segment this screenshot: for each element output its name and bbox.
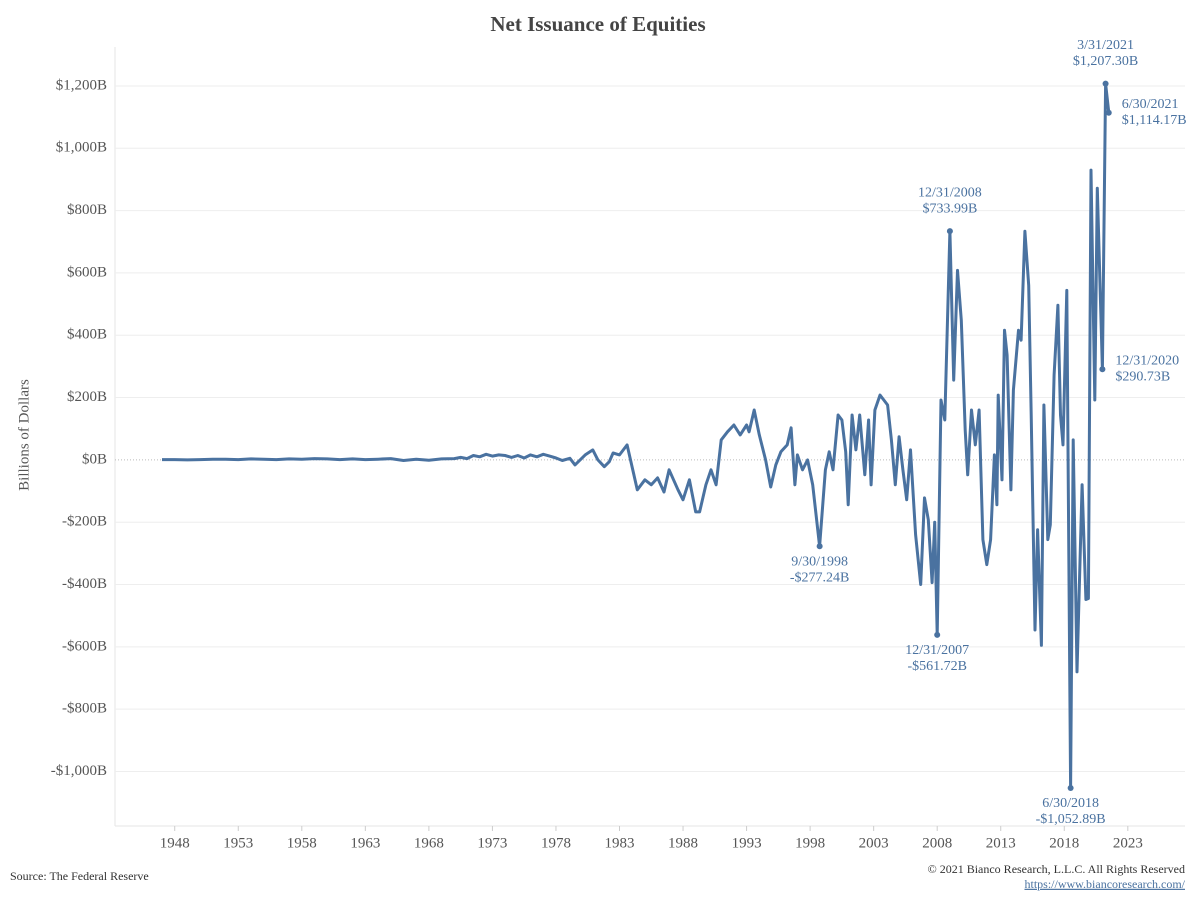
copyright: © 2021 Bianco Research, L.L.C. All Right… bbox=[928, 862, 1185, 876]
x-tick-label: 1973 bbox=[477, 835, 507, 851]
x-tick-label: 1968 bbox=[414, 835, 444, 851]
annotation-label: -$277.24B bbox=[790, 570, 850, 585]
x-tick-label: 1958 bbox=[287, 835, 317, 851]
annotation-dot bbox=[1067, 784, 1074, 791]
annotation-date: 12/31/2008 bbox=[918, 185, 982, 200]
x-tick-label: 2023 bbox=[1113, 835, 1143, 851]
source: Source: The Federal Reserve bbox=[10, 869, 149, 883]
y-tick-label: $1,000B bbox=[56, 140, 107, 156]
x-tick-label: 1978 bbox=[541, 835, 571, 851]
x-tick-label: 2018 bbox=[1049, 835, 1079, 851]
x-tick-label: 2013 bbox=[986, 835, 1016, 851]
x-tick-label: 1988 bbox=[668, 835, 698, 851]
annotation-date: 6/30/2021 bbox=[1122, 97, 1179, 112]
x-tick-label: 1963 bbox=[350, 835, 380, 851]
annotation-dot bbox=[934, 631, 941, 638]
x-tick-label: 1953 bbox=[223, 835, 253, 851]
x-tick-label: 2003 bbox=[859, 835, 889, 851]
y-tick-label: -$800B bbox=[62, 701, 107, 717]
annotation-label: $1,207.30B bbox=[1073, 54, 1138, 69]
y-tick-label: -$200B bbox=[62, 514, 107, 530]
annotation-dot bbox=[816, 543, 823, 550]
annotation-date: 12/31/2007 bbox=[905, 643, 969, 658]
annotation-label: $733.99B bbox=[922, 201, 977, 216]
annotation-date: 9/30/1998 bbox=[791, 554, 848, 569]
y-tick-label: $1,200B bbox=[56, 77, 107, 93]
annotation-dot bbox=[1105, 109, 1112, 116]
y-tick-label: $400B bbox=[67, 327, 107, 343]
x-tick-label: 1948 bbox=[160, 835, 190, 851]
y-tick-label: $200B bbox=[67, 389, 107, 405]
annotation-date: 3/31/2021 bbox=[1077, 38, 1134, 53]
y-tick-label: -$1,000B bbox=[51, 763, 107, 779]
annotation-dot bbox=[1099, 366, 1106, 373]
x-tick-label: 1993 bbox=[732, 835, 762, 851]
annotation-date: 12/31/2020 bbox=[1115, 353, 1179, 368]
data-line bbox=[162, 82, 1111, 790]
x-tick-label: 1983 bbox=[605, 835, 635, 851]
annotation-date: 6/30/2018 bbox=[1042, 796, 1099, 811]
y-tick-label: -$400B bbox=[62, 576, 107, 592]
y-tick-label: $800B bbox=[67, 202, 107, 218]
chart-title: Net Issuance of Equities bbox=[490, 12, 705, 36]
annotation-label: $290.73B bbox=[1115, 369, 1170, 384]
y-tick-label: -$600B bbox=[62, 638, 107, 654]
annotation-dot bbox=[946, 228, 953, 235]
annotation-label: -$1,052.89B bbox=[1036, 812, 1106, 827]
y-tick-label: $600B bbox=[67, 264, 107, 280]
y-axis-label: Billions of Dollars bbox=[16, 379, 32, 491]
annotation-label: -$561.72B bbox=[907, 659, 967, 674]
x-tick-label: 2008 bbox=[922, 835, 952, 851]
annotation-dot bbox=[1102, 80, 1109, 87]
url[interactable]: https://www.biancoresearch.com/ bbox=[1024, 877, 1185, 891]
annotation-label: $1,114.17B bbox=[1122, 113, 1187, 128]
y-tick-label: $0B bbox=[82, 451, 107, 467]
x-tick-label: 1998 bbox=[795, 835, 825, 851]
